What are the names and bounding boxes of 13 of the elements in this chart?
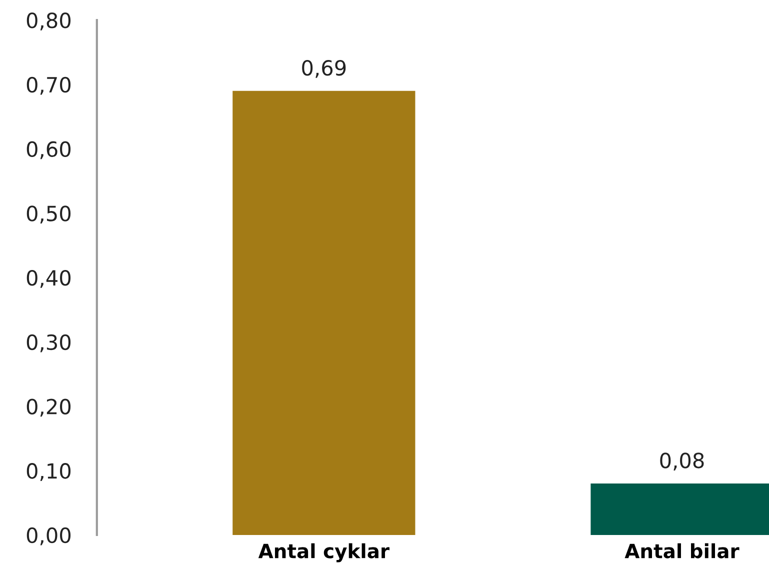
y-tick-label: 0,30	[26, 334, 71, 352]
y-tick-label: 0,50	[26, 206, 71, 224]
y-tick-label: 0,10	[26, 463, 71, 481]
y-tick-label: 0,00	[26, 527, 71, 546]
data-label: 0,69	[302, 60, 346, 78]
x-tick-label: Antal bilar	[624, 543, 740, 558]
x-tick-label: Antal cyklar	[258, 543, 390, 562]
data-label: 0,08	[660, 452, 704, 470]
y-tick-label: 0,70	[26, 76, 71, 95]
y-tick-label: 0,80	[26, 12, 71, 30]
y-tick-label: 0,40	[26, 270, 71, 288]
y-tick-label: 0,20	[26, 398, 71, 417]
y-tick-label: 0,60	[26, 141, 71, 160]
